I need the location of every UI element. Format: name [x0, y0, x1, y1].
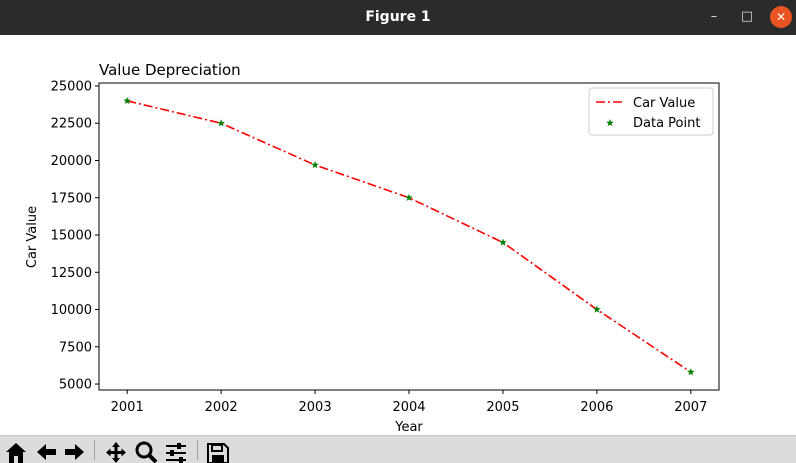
window-titlebar: Figure 1 – □ ✕: [0, 0, 796, 35]
data-point-marker: [311, 160, 319, 169]
legend-label-data-point: Data Point: [633, 116, 700, 131]
move-icon[interactable]: [103, 439, 129, 463]
data-point-marker: [123, 96, 131, 105]
x-tick-label: 2007: [674, 400, 707, 415]
data-point-marker: [405, 193, 413, 201]
x-tick-label: 2002: [205, 400, 238, 415]
toolbar-separator: [94, 440, 95, 460]
y-tick-label: 17500: [51, 191, 92, 206]
y-tick-label: 12500: [51, 266, 92, 281]
floppy-icon[interactable]: [205, 439, 231, 463]
legend-label-car-value: Car Value: [633, 96, 695, 111]
minimize-icon[interactable]: –: [710, 9, 718, 24]
x-tick-label: 2001: [111, 400, 144, 415]
legend-box: [588, 87, 714, 136]
data-point-marker: [593, 305, 601, 313]
y-tick-label: 20000: [51, 154, 92, 169]
home-icon[interactable]: [3, 439, 29, 463]
arrow-right-icon[interactable]: [62, 439, 88, 463]
navigation-toolbar: [0, 435, 796, 463]
window-title: Figure 1: [365, 9, 431, 25]
data-point-marker: [217, 119, 225, 127]
y-tick-label: 7500: [59, 340, 92, 355]
y-tick-label: 25000: [51, 79, 92, 94]
chart-title: Value Depreciation: [99, 61, 241, 79]
y-tick-label: 10000: [51, 303, 92, 318]
data-point-marker: [499, 238, 507, 246]
data-point-marker: [687, 368, 695, 376]
figure-canvas: Value Depreciation 2001 2002 2003 2004 2005 2…: [0, 35, 796, 435]
legend-star-swatch: [606, 119, 614, 127]
x-tick-label: 2005: [486, 400, 519, 415]
y-axis-label: Car Value: [25, 206, 40, 268]
close-icon[interactable]: ✕: [770, 6, 792, 28]
x-tick-label: 2006: [580, 400, 613, 415]
y-tick-label: 15000: [51, 229, 92, 244]
y-tick-label: 22500: [51, 117, 92, 132]
line-chart: Value Depreciation 2001 2002 2003 2004 2005 2…: [25, 61, 720, 435]
x-axis-label: Year: [394, 420, 423, 435]
toolbar-separator: [197, 440, 198, 460]
x-tick-label: 2004: [392, 400, 425, 415]
x-tick-label: 2003: [299, 400, 332, 415]
magnifier-icon[interactable]: [133, 439, 159, 463]
y-tick-label: 5000: [59, 378, 92, 393]
sliders-icon[interactable]: [163, 439, 189, 463]
legend: Car Value Data Point: [588, 87, 714, 136]
maximize-icon[interactable]: □: [740, 9, 754, 24]
arrow-left-icon[interactable]: [33, 439, 59, 463]
